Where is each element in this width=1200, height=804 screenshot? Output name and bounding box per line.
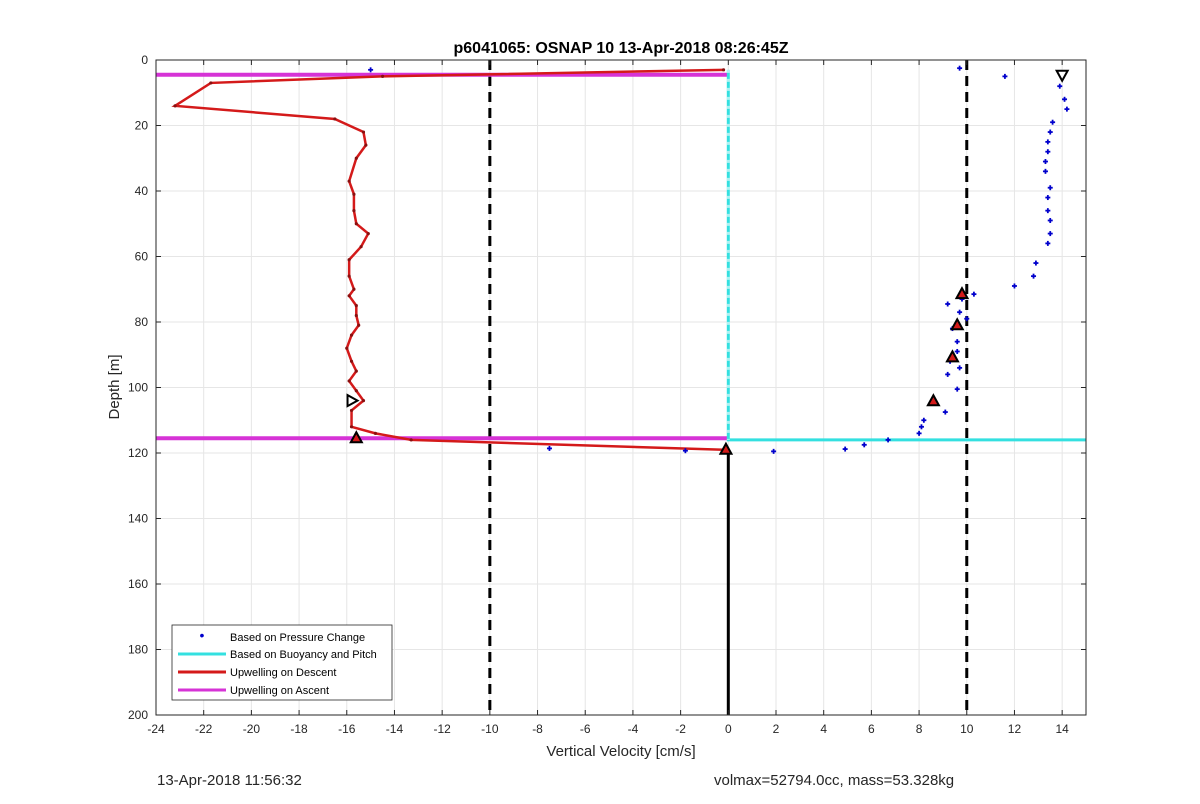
descent-vertex (361, 399, 366, 403)
y-tick-label: 80 (135, 315, 149, 329)
x-tick-label: 8 (916, 722, 923, 736)
y-tick-label: 0 (141, 53, 148, 67)
x-tick-label: -12 (433, 722, 451, 736)
legend: • Based on Pressure Change Based on Buoy… (171, 624, 393, 701)
y-tick-label: 140 (128, 512, 148, 526)
descent-vertex (347, 179, 351, 183)
y-tick-label: 20 (135, 119, 149, 133)
descent-vertex (354, 313, 358, 318)
descent-vertex (409, 438, 413, 442)
ticks: -24 -22 -20 -18 -16 -14 -12 -10 -8 -6 -4 -2 0 2 4 6 8 10 1… (128, 53, 1086, 736)
descent-vertex (354, 304, 358, 308)
legend-label-ascent: Upwelling on Ascent (230, 685, 329, 697)
x-tick-label: -8 (532, 722, 543, 736)
descent-vertex (359, 245, 363, 249)
marker-layer (346, 69, 1070, 455)
up-triangle-marker (954, 286, 970, 300)
x-tick-label: -10 (481, 722, 499, 736)
up-triangle-marker (718, 441, 734, 455)
y-tick-label: 60 (135, 250, 149, 264)
up-triangle-marker (926, 393, 941, 407)
descent-vertex (349, 425, 354, 429)
x-tick-label: -24 (147, 722, 165, 736)
descent-vertex (357, 323, 361, 327)
x-tick-label: -6 (580, 722, 591, 736)
descent-vertex (349, 333, 354, 337)
x-tick-label: -14 (386, 722, 404, 736)
descent-vertex (354, 369, 358, 373)
x-tick-label: -22 (195, 722, 213, 736)
y-axis-label: Depth [m] (106, 354, 123, 419)
down-triangle-marker (1054, 69, 1070, 83)
y-tick-label: 160 (128, 577, 148, 591)
x-tick-label: -4 (628, 722, 639, 736)
legend-dot-pressure: • (200, 627, 205, 643)
descent-vertex (364, 143, 368, 147)
y-tick-label: 120 (128, 446, 148, 460)
legend-label-descent: Upwelling on Descent (230, 667, 336, 679)
descent-vertex (361, 130, 366, 134)
x-axis-label: Vertical Velocity [cm/s] (546, 743, 695, 760)
legend-label-buoyancy: Based on Buoyancy and Pitch (230, 649, 377, 661)
x-tick-label: 12 (1008, 722, 1022, 736)
x-tick-label: 10 (960, 722, 974, 736)
descent-vertex (352, 192, 356, 196)
footer-timestamp: 13-Apr-2018 11:56:32 (157, 772, 302, 789)
descent-vertex (333, 117, 337, 121)
legend-box (171, 624, 393, 701)
up-triangle-marker (950, 317, 965, 331)
descent-vertex (347, 294, 351, 298)
descent-vertex (347, 274, 351, 278)
descent-vertex (173, 104, 177, 108)
descent-vertex (352, 209, 356, 213)
descent-vertex (354, 156, 358, 160)
descent-vertex (209, 81, 213, 85)
chart-title: p6041065: OSNAP 10 13-Apr-2018 08:26:45Z (454, 40, 789, 57)
descent-vertex (349, 359, 354, 363)
grid (155, 59, 1086, 716)
y-tick-label: 180 (128, 643, 148, 657)
x-tick-label: -18 (290, 722, 308, 736)
x-tick-label: 2 (773, 722, 780, 736)
legend-label-pressure: Based on Pressure Change (230, 632, 365, 644)
descent-vertex (380, 74, 385, 78)
descent-vertex (347, 379, 351, 383)
x-tick-label: -20 (243, 722, 261, 736)
x-tick-label: 4 (820, 722, 827, 736)
descent-vertex (345, 346, 349, 350)
x-tick-label: 0 (725, 722, 732, 736)
y-tick-label: 200 (128, 708, 148, 722)
descent-vertex (349, 408, 354, 413)
right-triangle-marker (346, 393, 360, 408)
descent-vertex (347, 258, 351, 262)
up-triangle-marker (945, 349, 960, 363)
series-layer (156, 65, 1086, 454)
y-tick-label: 40 (135, 184, 149, 198)
x-tick-label: -16 (338, 722, 356, 736)
reference-lines (488, 60, 969, 715)
descent-vertex (366, 231, 370, 236)
descent-vertex (721, 68, 726, 72)
descent-vertex (354, 389, 358, 393)
x-tick-label: -2 (675, 722, 686, 736)
footer-info: volmax=52794.0cc, mass=53.328kg (714, 772, 955, 789)
y-tick-label: 100 (128, 381, 148, 395)
x-tick-label: 14 (1055, 722, 1069, 736)
descent-vertex (373, 431, 377, 435)
x-tick-label: 6 (868, 722, 875, 736)
descent-vertex (352, 287, 356, 291)
descent-vertex (354, 222, 358, 226)
up-triangle-marker (349, 430, 364, 444)
